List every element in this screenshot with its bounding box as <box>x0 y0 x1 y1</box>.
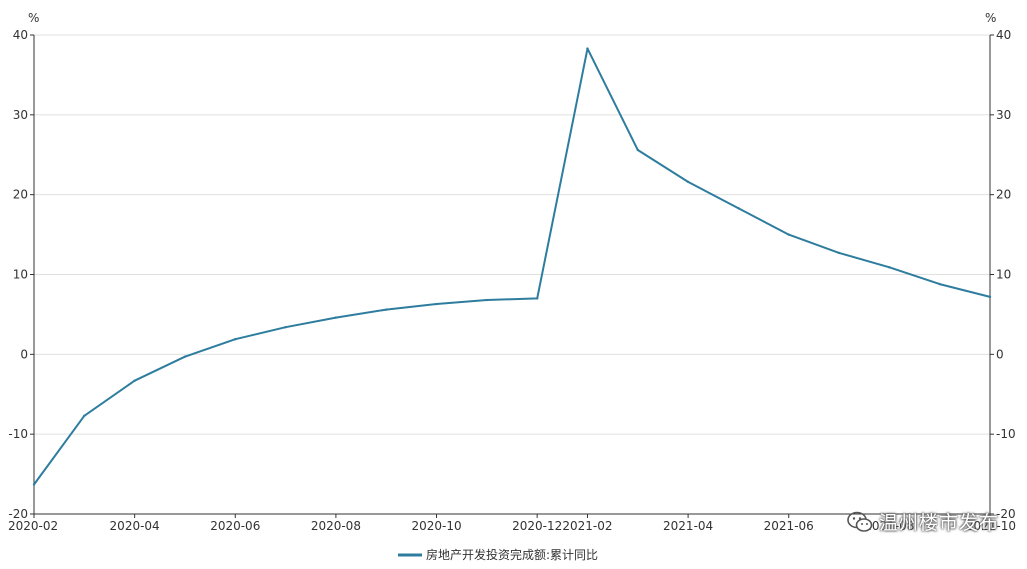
legend[interactable]: 房地产开发投资完成额:累计同比 <box>398 547 598 562</box>
data-point <box>888 266 891 269</box>
data-point <box>234 337 237 341</box>
x-tick-label: 2020-04 <box>110 519 160 533</box>
data-point <box>837 251 841 255</box>
x-tick-label: 2021-10 <box>966 519 1016 533</box>
x-tick-label: 2021-02 <box>562 519 612 533</box>
y-tick-label-right: 0 <box>996 347 1004 361</box>
tick-labels: -20 -20 -10 -10 0 0 10 10 20 20 30 30 40 40 2020-02 202… <box>8 28 1016 533</box>
data-point <box>32 483 36 486</box>
x-tick-label: 2020-10 <box>411 519 461 533</box>
x-tick-label: 2020-12 <box>512 519 562 533</box>
x-tick-label: 2021-04 <box>663 519 713 533</box>
series-line <box>33 47 991 486</box>
data-point <box>586 47 589 50</box>
y-tick-label-right: -20 <box>996 507 1016 521</box>
data-point <box>636 148 639 152</box>
legend-label: 房地产开发投资完成额:累计同比 <box>426 547 598 562</box>
data-point <box>284 325 287 329</box>
y-tick-label-right: 40 <box>996 28 1011 42</box>
y-tick-label-left: -10 <box>8 427 28 441</box>
y-tick-label-left: 40 <box>13 28 28 42</box>
grid-lines <box>34 34 990 515</box>
data-point <box>385 308 388 311</box>
y-tick-label-right: -10 <box>996 427 1016 441</box>
y-tick-label-left: -20 <box>8 507 28 521</box>
data-point <box>686 180 690 184</box>
data-point <box>183 355 187 358</box>
y-axis-left-unit: % <box>28 11 39 25</box>
data-point <box>334 316 338 319</box>
data-point <box>485 298 489 302</box>
y-tick-label-left: 0 <box>20 347 28 361</box>
series <box>32 47 992 486</box>
data-point <box>535 297 539 300</box>
y-tick-label-right: 10 <box>996 268 1011 282</box>
data-point <box>83 414 86 418</box>
data-point <box>133 379 136 382</box>
y-tick-label-right: 30 <box>996 108 1011 122</box>
x-tick-label: 2020-08 <box>311 519 361 533</box>
x-tick-label: 2020-02 <box>8 519 58 533</box>
y-tick-label-left: 20 <box>13 188 28 202</box>
y-tick-label-left: 10 <box>13 268 28 282</box>
x-tick-label: 2020-06 <box>210 519 260 533</box>
data-point <box>988 295 992 299</box>
data-point <box>938 282 941 286</box>
data-point <box>435 302 438 306</box>
data-point <box>737 207 740 210</box>
y-axis-right-unit: % <box>985 11 996 25</box>
data-point <box>787 233 790 236</box>
y-tick-label-right: 20 <box>996 188 1011 202</box>
x-tick-label: 2021-06 <box>764 519 814 533</box>
y-tick-label-left: 30 <box>13 108 28 122</box>
x-tick-label: 2021-08 <box>864 519 914 533</box>
